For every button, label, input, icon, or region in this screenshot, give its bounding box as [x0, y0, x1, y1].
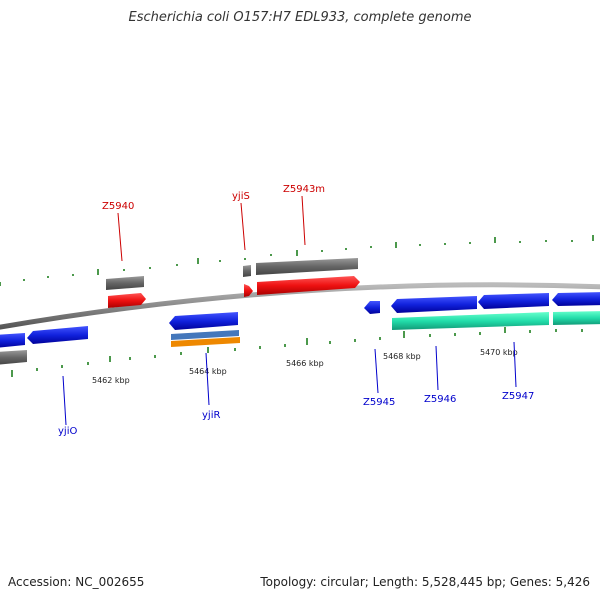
gene-label-yjis[interactable]: yjiS	[232, 191, 250, 202]
forward-cds-features	[108, 276, 360, 308]
gene-label-z5946[interactable]: Z5946	[424, 394, 456, 405]
gene-label-z5947[interactable]: Z5947	[502, 391, 534, 402]
gene-label-z5945[interactable]: Z5945	[363, 397, 395, 408]
axis-label-5466: 5466 kbp	[286, 359, 324, 368]
axis-label-5462: 5462 kbp	[92, 376, 130, 385]
forward-gene-bars	[106, 258, 358, 290]
axis-label-5468: 5468 kbp	[383, 352, 421, 361]
reverse-cds-features	[0, 292, 600, 348]
gene-label-z5943m[interactable]: Z5943m	[283, 184, 325, 195]
genome-title: Escherichia coli O157:H7 EDL933, complet…	[128, 10, 472, 25]
axis-label-5464: 5464 kbp	[189, 367, 227, 376]
reverse-gene-bars	[0, 350, 27, 365]
gene-label-yjir[interactable]: yjiR	[202, 410, 220, 421]
rna-features	[171, 311, 600, 347]
gene-label-z5940[interactable]: Z5940	[102, 201, 134, 212]
outer-tick-ring	[0, 235, 594, 286]
label-connectors	[62, 195, 517, 426]
accession-label: Accession: NC_002655	[8, 575, 145, 589]
gene-label-yjio[interactable]: yjiO	[58, 426, 77, 437]
inner-tick-ring	[11, 327, 583, 377]
axis-label-5470: 5470 kbp	[480, 348, 518, 357]
genome-summary: Topology: circular; Length: 5,528,445 bp…	[260, 575, 590, 589]
